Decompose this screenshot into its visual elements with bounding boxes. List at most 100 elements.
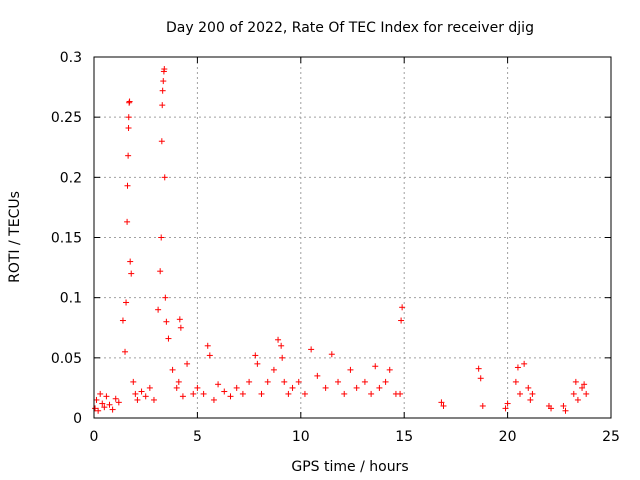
y-tick-label: 0.3 bbox=[60, 50, 82, 66]
data-point bbox=[579, 384, 586, 391]
data-point bbox=[270, 366, 277, 373]
data-point bbox=[158, 234, 165, 241]
data-point bbox=[146, 384, 153, 391]
data-point bbox=[159, 102, 166, 109]
data-point bbox=[512, 378, 519, 385]
data-point bbox=[169, 366, 176, 373]
data-point bbox=[527, 396, 534, 403]
data-point bbox=[221, 388, 228, 395]
data-point bbox=[301, 390, 308, 397]
data-point bbox=[95, 407, 102, 414]
data-point bbox=[341, 390, 348, 397]
data-point bbox=[173, 384, 180, 391]
data-point bbox=[109, 406, 116, 413]
data-point bbox=[233, 384, 240, 391]
data-point bbox=[161, 66, 168, 73]
data-point bbox=[322, 384, 329, 391]
data-point bbox=[361, 378, 368, 385]
data-point bbox=[514, 364, 521, 371]
y-tick-label: 0.2 bbox=[60, 170, 82, 186]
x-tick-label: 10 bbox=[292, 429, 310, 445]
data-point bbox=[165, 335, 172, 342]
data-point bbox=[163, 318, 170, 325]
data-point bbox=[177, 324, 184, 331]
data-point bbox=[382, 378, 389, 385]
y-tick-label: 0.1 bbox=[60, 291, 82, 307]
data-point bbox=[125, 124, 132, 131]
data-point bbox=[386, 366, 393, 373]
data-point bbox=[521, 360, 528, 367]
data-point bbox=[179, 393, 186, 400]
data-point bbox=[227, 393, 234, 400]
grid-lines bbox=[94, 57, 611, 418]
data-point bbox=[125, 152, 132, 159]
data-point bbox=[125, 114, 132, 121]
data-point bbox=[127, 258, 134, 265]
data-point bbox=[258, 390, 265, 397]
x-tick-label: 25 bbox=[602, 429, 620, 445]
data-point bbox=[278, 342, 285, 349]
data-point bbox=[239, 390, 246, 397]
data-point bbox=[517, 390, 524, 397]
x-tick-label: 0 bbox=[90, 429, 99, 445]
data-point bbox=[124, 218, 131, 225]
data-point bbox=[132, 390, 139, 397]
data-point bbox=[328, 351, 335, 358]
data-point bbox=[157, 268, 164, 275]
data-point bbox=[376, 384, 383, 391]
data-point bbox=[525, 384, 532, 391]
data-point bbox=[103, 393, 110, 400]
data-point bbox=[162, 294, 169, 301]
data-point bbox=[200, 390, 207, 397]
data-point bbox=[264, 378, 271, 385]
data-point bbox=[440, 402, 447, 409]
axis-tick-labels: 0 5 10 15 20 25 0 0.05 0.1 0.15 0.2 0.25 0.3 bbox=[51, 50, 620, 445]
chart-title: Day 200 of 2022, Rate Of TEC Index for r… bbox=[166, 20, 534, 36]
data-point bbox=[115, 399, 122, 406]
data-point bbox=[308, 346, 315, 353]
data-point bbox=[194, 384, 201, 391]
data-point bbox=[142, 393, 149, 400]
data-point bbox=[281, 378, 288, 385]
x-tick-label: 5 bbox=[193, 429, 202, 445]
data-point bbox=[190, 390, 197, 397]
data-point bbox=[128, 270, 135, 277]
x-axis-label: GPS time / hours bbox=[291, 459, 408, 475]
data-point bbox=[572, 378, 579, 385]
data-point bbox=[438, 399, 445, 406]
data-point bbox=[372, 363, 379, 370]
data-point bbox=[398, 317, 405, 324]
data-point bbox=[106, 401, 113, 408]
x-tick-label: 15 bbox=[395, 429, 413, 445]
data-point bbox=[150, 396, 157, 403]
data-point bbox=[548, 405, 555, 412]
y-tick-label: 0 bbox=[73, 411, 82, 427]
data-point bbox=[97, 390, 104, 397]
data-point bbox=[161, 174, 168, 181]
data-point bbox=[475, 365, 482, 372]
data-points bbox=[92, 66, 590, 414]
data-point bbox=[176, 316, 183, 323]
data-point bbox=[347, 366, 354, 373]
data-point bbox=[101, 404, 108, 411]
data-point bbox=[252, 352, 259, 359]
data-point bbox=[160, 78, 167, 85]
data-point bbox=[397, 390, 404, 397]
data-point bbox=[279, 354, 286, 361]
data-point bbox=[314, 372, 321, 379]
data-point bbox=[502, 405, 509, 412]
data-point bbox=[353, 384, 360, 391]
data-point bbox=[206, 352, 213, 359]
data-point bbox=[159, 87, 166, 94]
data-point bbox=[175, 378, 182, 385]
data-point bbox=[99, 400, 106, 407]
data-point bbox=[123, 299, 130, 306]
data-point bbox=[479, 402, 486, 409]
data-point bbox=[215, 381, 222, 388]
data-point bbox=[529, 390, 536, 397]
data-point bbox=[570, 390, 577, 397]
data-point bbox=[368, 390, 375, 397]
data-point bbox=[289, 384, 296, 391]
y-tick-label: 0.05 bbox=[51, 351, 82, 367]
data-point bbox=[210, 396, 217, 403]
